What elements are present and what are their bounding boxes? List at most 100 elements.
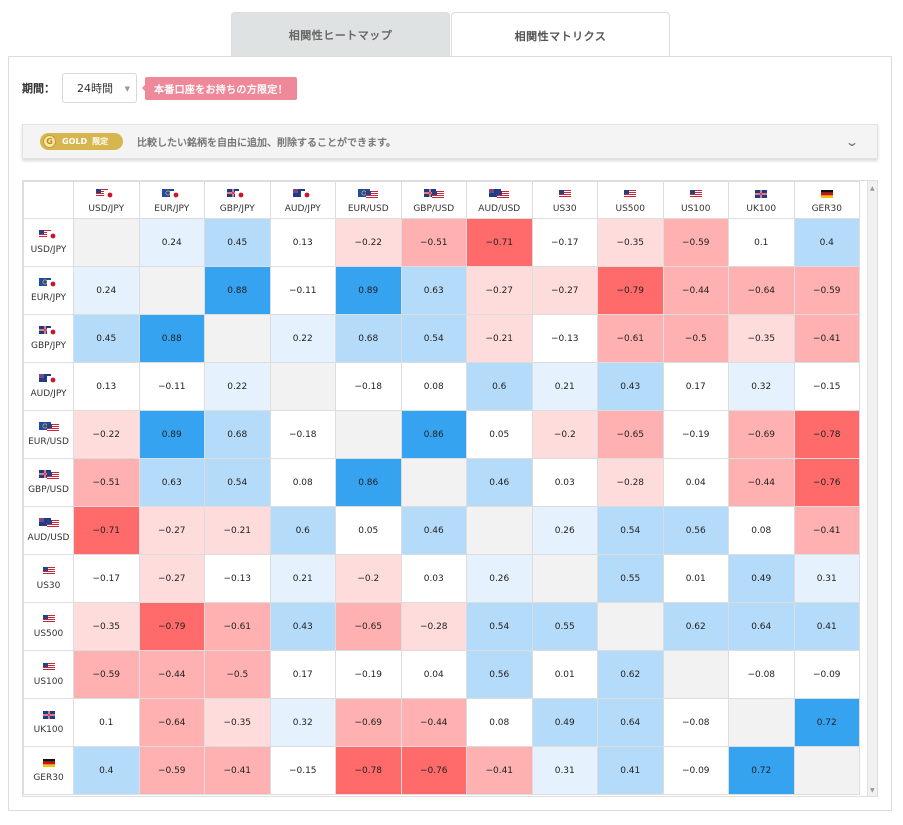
matrix-cell: −0.09 — [662, 746, 729, 795]
gb-flag-icon — [227, 189, 240, 197]
table-row: AUD/USD −0.71 −0.27 −0.21 0.6 0.05 0.46 0.26 0.5… — [23, 506, 860, 555]
matrix-cell: −0.71 — [73, 506, 140, 555]
gold-feature-bar[interactable]: G GOLD 限定 比較したい銘柄を自由に追加、削除することができます。 ⌄ — [22, 124, 878, 159]
matrix-cell: 0.4 — [793, 218, 860, 267]
us-flag-icon — [366, 191, 379, 199]
scroll-up-icon[interactable]: ▲ — [870, 185, 875, 192]
matrix-cell-diagonal — [662, 650, 729, 699]
matrix-cell: 0.22 — [204, 362, 271, 411]
matrix-cell: 0.03 — [531, 458, 598, 507]
matrix-cell: −0.11 — [269, 266, 336, 315]
row-flag-icon — [38, 278, 59, 290]
matrix-cell-diagonal — [73, 218, 140, 267]
matrix-cell: −0.65 — [335, 602, 402, 651]
matrix-cell-diagonal — [793, 746, 860, 795]
column-header: US500 — [597, 181, 664, 219]
row-label: AUD/USD — [27, 533, 70, 543]
matrix-cell: 0.26 — [466, 554, 533, 603]
matrix-cell: −0.44 — [138, 650, 205, 699]
us-flag-icon — [42, 663, 55, 671]
matrix-cell: 0.32 — [728, 362, 795, 411]
column-flag-icon — [820, 189, 833, 201]
matrix-cell: −0.69 — [335, 698, 402, 747]
chevron-down-icon[interactable]: ⌄ — [844, 135, 860, 149]
matrix-cell: −0.13 — [531, 314, 598, 363]
matrix-cell: −0.19 — [335, 650, 402, 699]
column-header: UK100 — [728, 181, 795, 219]
matrix-cell: −0.2 — [531, 410, 598, 459]
column-header: USD/JPY — [73, 181, 140, 219]
row-flag-icon — [42, 758, 55, 770]
row-flag-icon — [38, 230, 59, 242]
row-flag-icon — [42, 662, 55, 674]
row-header: EUR/JPY — [23, 266, 74, 315]
gb-flag-icon — [755, 190, 768, 198]
gb-flag-icon — [42, 711, 55, 719]
row-label: EUR/JPY — [31, 293, 66, 303]
us-flag-icon — [46, 472, 59, 480]
column-flag-icon — [624, 189, 637, 201]
gold-badge-label: GOLD — [62, 137, 88, 146]
matrix-cell: −0.17 — [531, 218, 598, 267]
matrix-cell: −0.79 — [138, 602, 205, 651]
eu-flag-icon — [38, 278, 51, 286]
matrix-cell: 0.1 — [728, 218, 795, 267]
matrix-cell: −0.76 — [400, 746, 467, 795]
matrix-cell: −0.41 — [466, 746, 533, 795]
column-header: GBP/JPY — [204, 181, 271, 219]
matrix-cell: −0.41 — [793, 506, 860, 555]
matrix-cell: 0.49 — [728, 554, 795, 603]
matrix-cell: −0.27 — [531, 266, 598, 315]
column-label: GBP/JPY — [219, 204, 255, 214]
column-flag-icon — [423, 189, 444, 201]
matrix-cell-diagonal — [728, 698, 795, 747]
vertical-scrollbar[interactable]: ▲ ▼ — [867, 181, 877, 796]
matrix-cell-diagonal — [531, 554, 598, 603]
matrix-cell-diagonal — [400, 458, 467, 507]
gb-flag-icon — [38, 326, 51, 334]
row-flag-icon — [42, 566, 55, 578]
matrix-cell-diagonal — [204, 314, 271, 363]
matrix-cell: 0.64 — [597, 698, 664, 747]
column-header: AUD/JPY — [269, 181, 336, 219]
matrix-cell: 0.41 — [793, 602, 860, 651]
us-flag-icon — [558, 190, 571, 198]
jp-flag-icon — [300, 191, 313, 199]
column-label: GER30 — [811, 204, 842, 214]
tab-heatmap[interactable]: 相関性ヒートマップ — [231, 12, 450, 57]
matrix-cell: 0.45 — [204, 218, 271, 267]
matrix-cell: −0.21 — [466, 314, 533, 363]
matrix-cell: 0.03 — [400, 554, 467, 603]
column-flag-icon — [292, 189, 313, 201]
matrix-cell: −0.27 — [466, 266, 533, 315]
matrix-cell: −0.51 — [400, 218, 467, 267]
us-flag-icon — [497, 191, 510, 199]
column-header: GBP/USD — [400, 181, 467, 219]
matrix-cell: −0.59 — [793, 266, 860, 315]
period-select[interactable]: 24時間 ▼ — [62, 73, 137, 103]
chevron-down-icon: ▼ — [124, 85, 130, 93]
scroll-down-icon[interactable]: ▼ — [870, 787, 875, 794]
matrix-cell: 0.21 — [531, 362, 598, 411]
promo-badge: 本番口座をお持ちの方限定！ — [145, 76, 297, 100]
table-row: US100 −0.59 −0.44 −0.5 0.17 −0.19 0.04 0.56 0.01… — [23, 650, 860, 699]
tab-matrix[interactable]: 相関性マトリクス — [451, 12, 670, 58]
matrix-cell: 0.17 — [662, 362, 729, 411]
column-header: US100 — [662, 181, 729, 219]
row-flag-icon — [38, 470, 59, 482]
matrix-cell: −0.64 — [138, 698, 205, 747]
matrix-cell: 0.08 — [269, 458, 336, 507]
matrix-cell: 0.68 — [204, 410, 271, 459]
matrix-cell: −0.44 — [728, 458, 795, 507]
column-flag-icon — [689, 189, 702, 201]
column-flag-icon — [161, 189, 182, 201]
matrix-cell: −0.08 — [662, 698, 729, 747]
us-flag-icon — [96, 189, 109, 197]
table-row: US30 −0.17 −0.27 −0.13 0.21 −0.2 0.03 0.26 0.55 0… — [23, 554, 860, 603]
row-flag-icon — [38, 518, 59, 530]
matrix-cell: −0.65 — [597, 410, 664, 459]
matrix-cell: 0.55 — [531, 602, 598, 651]
correlation-table: USD/JPY EUR/JPY GBP/JPY AUD/JPY EUR/USD GBP/U… — [23, 181, 860, 795]
jp-flag-icon — [46, 376, 59, 384]
gb-flag-icon — [423, 189, 436, 197]
